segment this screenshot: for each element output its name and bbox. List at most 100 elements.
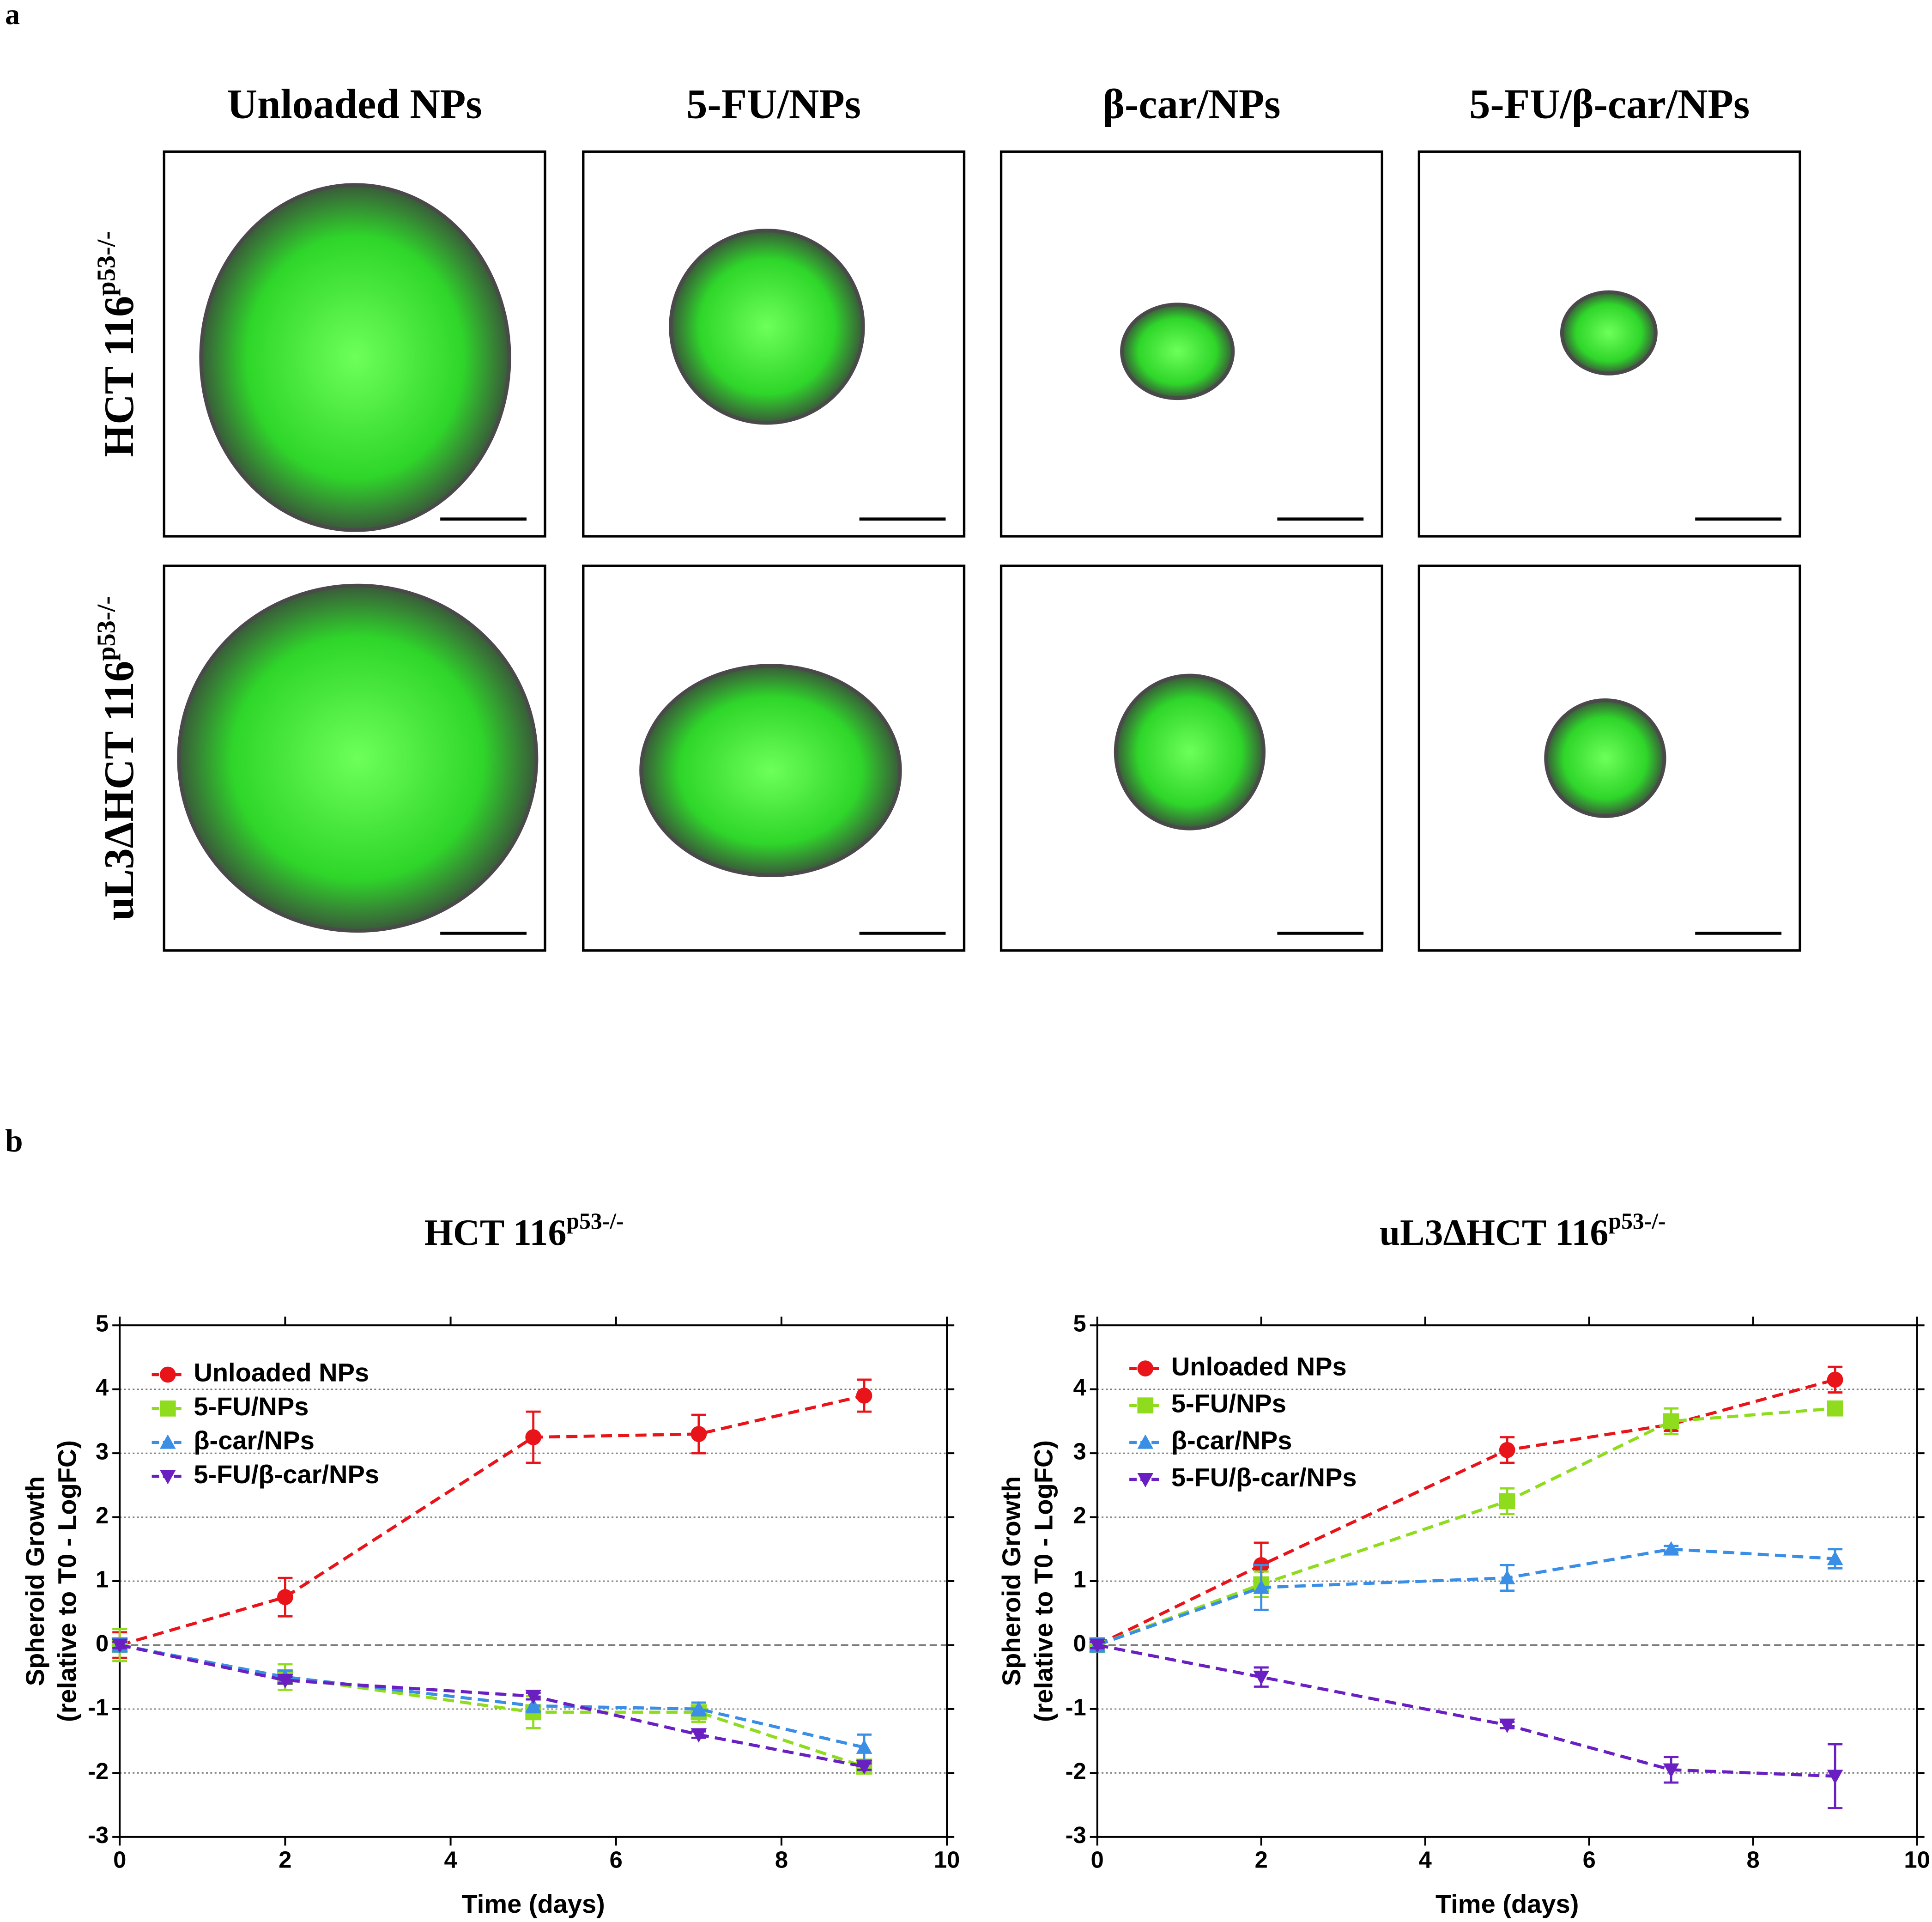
y-tick-label: 4 — [1073, 1374, 1086, 1401]
spheroid — [1114, 673, 1266, 831]
legend-label: Unloaded NPs — [194, 1358, 369, 1387]
x-tick-label: 6 — [1583, 1847, 1596, 1873]
chart-title-sup: p53-/- — [1608, 1208, 1666, 1234]
plot-frame — [1096, 1324, 1918, 1838]
x-tick-label: 10 — [934, 1847, 960, 1873]
y-tick-label: 3 — [96, 1438, 109, 1464]
y-tick-label: 2 — [1073, 1502, 1086, 1528]
chart-title: uL3ΔHCT 116p53-/- — [1380, 1208, 1666, 1253]
x-tick-label: 8 — [1747, 1847, 1760, 1873]
data-point — [856, 1739, 872, 1754]
data-point — [525, 1690, 542, 1704]
series-line — [119, 1643, 865, 1749]
spheroid — [669, 229, 865, 425]
legend-marker — [1137, 1473, 1154, 1488]
legend-label: β-car/NPs — [194, 1426, 315, 1455]
y-tick-label: -1 — [88, 1694, 109, 1720]
legend-label: 5-FU/β-car/NPs — [1171, 1463, 1357, 1492]
x-tick-label: 8 — [775, 1847, 788, 1873]
y-tick-label: 0 — [96, 1630, 109, 1656]
x-tick-label: 6 — [610, 1847, 623, 1873]
x-tick-label: 0 — [113, 1847, 126, 1873]
data-point — [525, 1429, 542, 1445]
legend-marker — [159, 1401, 176, 1417]
legend-marker — [1137, 1397, 1154, 1414]
column-header: 5-FU/NPs — [686, 81, 861, 127]
y-tick-label: -2 — [88, 1758, 109, 1784]
row-label-main: uL3ΔHCT 116 — [96, 661, 142, 921]
series-line — [1096, 1378, 1836, 1647]
spheroid — [1120, 303, 1235, 400]
x-tick-label: 10 — [1904, 1847, 1930, 1873]
y-tick-label: 5 — [1073, 1310, 1086, 1337]
data-point — [1663, 1763, 1679, 1778]
legend-marker — [159, 1366, 176, 1383]
panel-label: b — [5, 1123, 23, 1159]
data-point — [690, 1701, 707, 1716]
data-point — [1499, 1442, 1515, 1458]
x-tick-label: 2 — [1255, 1847, 1268, 1873]
column-header: β-car/NPs — [1102, 81, 1280, 127]
legend-marker — [1137, 1360, 1154, 1376]
image-grid — [163, 150, 1801, 952]
data-point — [1827, 1551, 1843, 1565]
legend-label: 5-FU/NPs — [194, 1392, 309, 1421]
data-point — [1827, 1371, 1843, 1388]
y-axis-label: Spheroid Growth — [997, 1476, 1026, 1686]
y-tick-label: -3 — [88, 1822, 109, 1848]
data-point — [856, 1388, 872, 1404]
series-line — [119, 1643, 865, 1768]
data-point — [111, 1638, 128, 1653]
y-tick-label: -2 — [1066, 1758, 1086, 1784]
y-tick-label: -1 — [1066, 1694, 1086, 1720]
y-tick-label: -3 — [1066, 1822, 1086, 1848]
x-axis-label: Time (days) — [1435, 1889, 1579, 1918]
y-tick-label: 3 — [1073, 1438, 1086, 1464]
chart-title: HCT 116p53-/- — [424, 1208, 624, 1253]
data-point — [1499, 1493, 1515, 1510]
y-axis-label: (relative to T0 - LogFC) — [1029, 1440, 1058, 1722]
spheroid — [639, 664, 902, 878]
y-tick-label: 1 — [96, 1566, 109, 1592]
data-point — [525, 1698, 542, 1712]
legend-label: 5-FU/NPs — [1171, 1388, 1286, 1418]
data-point — [1089, 1638, 1106, 1653]
data-point — [1499, 1718, 1515, 1733]
y-tick-label: 2 — [96, 1502, 109, 1528]
data-point — [1253, 1579, 1270, 1594]
legend-label: β-car/NPs — [1171, 1426, 1292, 1455]
y-tick-label: 1 — [1073, 1566, 1086, 1592]
data-point — [1827, 1770, 1843, 1784]
chart-title-main: HCT 116 — [424, 1213, 567, 1253]
data-point — [277, 1673, 293, 1688]
data-point — [690, 1728, 707, 1743]
plot-frame — [119, 1324, 948, 1838]
row-label: HCT 116p53-/- — [92, 231, 142, 457]
panel-label: a — [5, 0, 20, 30]
data-point — [277, 1589, 293, 1605]
column-header: 5-FU/β-car/NPs — [1469, 81, 1750, 127]
spheroid — [177, 583, 539, 933]
data-point — [1663, 1541, 1679, 1556]
x-tick-label: 2 — [279, 1847, 291, 1873]
series-line — [1096, 1547, 1835, 1647]
column-header: Unloaded NPs — [227, 81, 482, 127]
legend-marker — [159, 1434, 176, 1449]
x-tick-label: 0 — [1091, 1847, 1104, 1873]
chart-title-main: uL3ΔHCT 116 — [1380, 1213, 1609, 1253]
y-tick-label: 4 — [96, 1374, 109, 1401]
y-tick-label: 5 — [96, 1310, 109, 1337]
legend-label: 5-FU/β-car/NPs — [194, 1460, 379, 1489]
data-point — [690, 1426, 707, 1442]
data-point — [1827, 1400, 1843, 1417]
row-label-sup: p53-/- — [92, 231, 121, 296]
y-axis-label: (relative to T0 - LogFC) — [53, 1440, 82, 1722]
legend-label: Unloaded NPs — [1171, 1352, 1347, 1381]
legend-marker — [159, 1470, 176, 1485]
spheroid — [199, 183, 511, 532]
y-axis-label: Spheroid Growth — [20, 1476, 49, 1686]
spheroid — [1560, 290, 1658, 376]
data-point — [1499, 1570, 1515, 1584]
